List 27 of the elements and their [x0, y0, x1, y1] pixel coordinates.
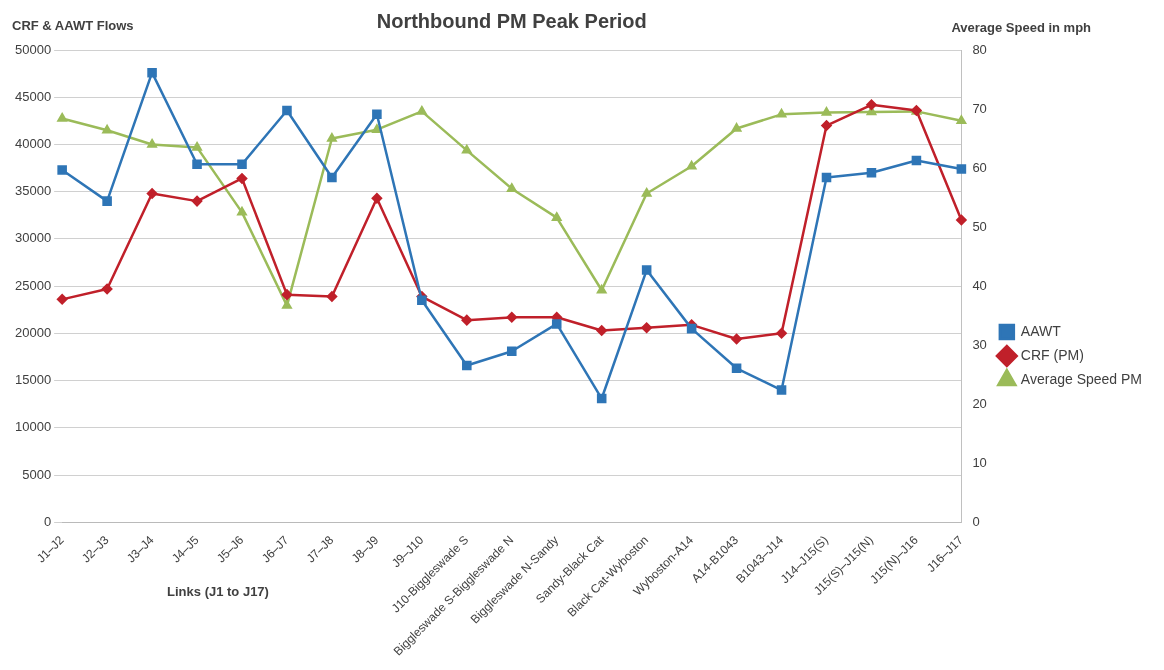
y-tick-label: 45000: [14, 88, 52, 104]
y-tick-label: 50000: [14, 41, 52, 57]
y2-tick-label: 0: [972, 513, 980, 529]
chart-title: Northbound PM Peak Period: [376, 9, 647, 32]
x-axis-title: Links (J1 to J17): [167, 583, 269, 599]
legend-label: Average Speed PM: [1020, 370, 1142, 387]
legend-label: CRF (PM): [1020, 346, 1084, 363]
y2-tick-label: 10: [972, 454, 987, 470]
y-tick-label: 20000: [14, 324, 52, 340]
y2-axis-title: Average Speed in mph: [951, 20, 1092, 36]
y-tick-label: 30000: [14, 230, 52, 246]
y-tick-label: 0: [43, 513, 52, 529]
y2-tick-label: 60: [972, 159, 987, 175]
y-tick-label: 10000: [14, 419, 52, 435]
y-tick-label: 15000: [14, 372, 52, 388]
y-axis-title: CRF & AAWT Flows: [12, 18, 134, 34]
y2-tick-label: 50: [972, 218, 987, 234]
y-tick-label: 40000: [14, 136, 52, 152]
y2-tick-label: 80: [972, 41, 987, 57]
y2-tick-label: 40: [972, 277, 987, 293]
y-tick-label: 35000: [14, 183, 52, 199]
y-tick-label: 25000: [14, 277, 52, 293]
y2-tick-label: 30: [972, 336, 987, 352]
legend-label: AAWT: [1020, 322, 1062, 339]
y2-tick-label: 70: [972, 100, 987, 116]
y-tick-label: 5000: [22, 466, 52, 482]
y2-tick-label: 20: [972, 395, 987, 411]
